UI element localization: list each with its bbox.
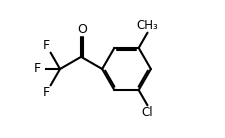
Text: Cl: Cl: [141, 106, 153, 119]
Text: F: F: [43, 39, 50, 52]
Text: F: F: [33, 63, 40, 75]
Text: CH₃: CH₃: [136, 19, 158, 32]
Text: F: F: [43, 86, 50, 99]
Text: O: O: [77, 23, 86, 36]
